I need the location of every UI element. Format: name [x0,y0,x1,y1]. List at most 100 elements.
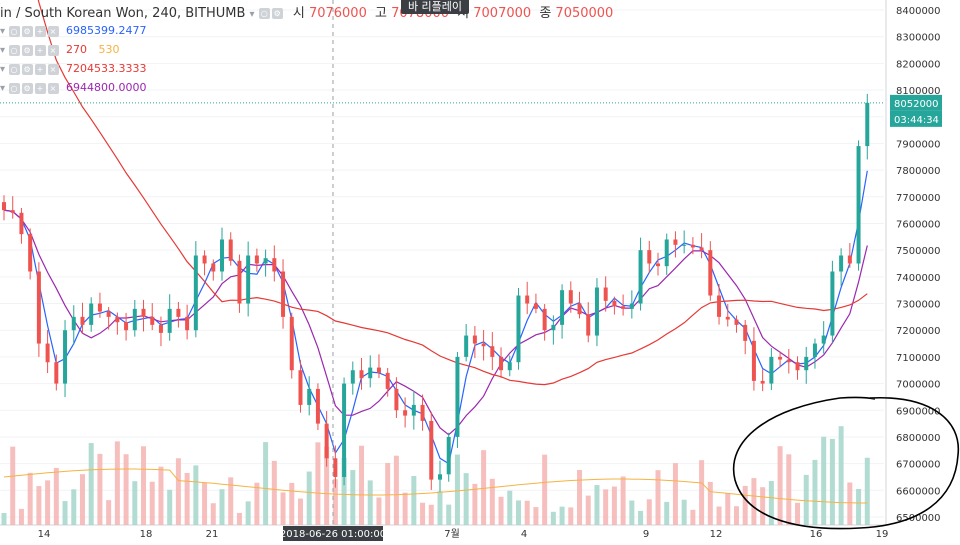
chevron-down-icon[interactable]: ▾ [0,26,6,37]
indicator-row-2[interactable]: ▾ ○ ⚙ + × 270 530 [0,43,120,59]
settings-icon[interactable]: ⚙ [21,25,33,37]
volume-bar [725,493,731,525]
volume-bar [245,501,251,525]
add-icon[interactable]: + [34,44,46,56]
volume-bar [114,441,120,525]
candle-body [246,255,251,304]
price-tick-label: 7900000 [896,139,941,150]
volume-bar [45,480,51,525]
volume-bar [18,508,24,525]
candle-body [769,356,774,384]
candle-body [324,423,329,459]
price-tick-label: 8400000 [896,6,941,17]
candle-body [664,239,669,267]
candle-body [176,308,181,317]
add-icon[interactable]: + [34,63,46,75]
close-icon[interactable]: × [47,44,59,56]
candle-body [708,250,713,296]
indicator-row-1[interactable]: ▾ ○ ⚙ + × 6985399.2477 [0,24,147,40]
time-tick-label: 14 [38,529,51,540]
last-price-label: 8052000 [894,99,939,110]
chevron-down-icon[interactable]: ▾ [249,9,255,20]
price-tick-label: 7600000 [896,219,941,230]
candle-body [281,271,286,317]
volume-bar [36,486,42,525]
price-tick-label: 7400000 [896,273,941,284]
candle-body [551,324,556,331]
candle-body [821,335,826,344]
settings-icon[interactable]: ⚙ [271,8,283,19]
candle-body [455,356,460,437]
volume-bar [786,454,792,525]
candle-body [516,295,521,363]
candle-body [638,250,643,304]
chevron-down-icon[interactable]: ▾ [0,83,6,94]
price-tick-label: 7100000 [896,353,941,364]
volume-bar [515,500,521,525]
candle-body [333,458,338,477]
symbol-title[interactable]: in / South Korean Won, 240, BITHUMB [0,6,246,21]
close-icon[interactable]: × [47,25,59,37]
price-tick-label: 7300000 [896,300,941,311]
indicator-row-4[interactable]: ▾ ○ ⚙ + × 6944800.0000 [0,81,147,97]
volume-bar [210,503,216,525]
open-label: 시 [292,6,305,21]
eye-icon[interactable]: ○ [8,63,20,75]
indicator-value: 6985399.2477 [66,24,147,37]
candle-body [36,271,41,344]
time-tick-label: 12 [710,529,723,540]
price-tick-label: 7500000 [896,246,941,257]
candle-body [350,370,355,384]
settings-icon[interactable]: ⚙ [21,82,33,94]
volume-bar [193,465,199,525]
eye-icon[interactable]: ○ [8,82,20,94]
volume-bar [341,457,347,525]
candle-body [786,359,791,363]
eye-icon[interactable]: ○ [8,44,20,56]
price-tick-label: 6700000 [896,460,941,471]
time-tick-label: 16 [810,529,823,540]
crosshair-time-label: 2018-06-26 01:00:00 [280,529,386,540]
indicator-row-3[interactable]: ▾ ○ ⚙ + × 7204533.3333 [0,62,147,78]
volume-bar [202,482,208,525]
volume-bar [550,511,556,525]
candle-body [342,383,347,477]
volume-bar [332,479,338,525]
chevron-down-icon[interactable]: ▾ [0,45,6,56]
candle-body [307,388,312,405]
close-icon[interactable]: × [47,82,59,94]
eye-icon[interactable]: ○ [258,8,270,19]
time-tick-label: 9 [643,529,649,540]
settings-icon[interactable]: ⚙ [21,44,33,56]
volume-bar [446,504,452,525]
time-tick-label: 4 [521,529,527,540]
candle-body [80,316,85,325]
candle-body [568,290,573,304]
eye-icon[interactable]: ○ [8,25,20,37]
chart-header: in / South Korean Won, 240, BITHUMB ▾ ○ ⚙… [0,2,613,24]
volume-bar [141,446,147,525]
candle-body [743,324,748,341]
volume-bar [795,502,801,525]
volume-bar [707,481,713,525]
indicator-value: 270 [66,43,88,56]
close-icon[interactable]: × [47,63,59,75]
bar-replay-tooltip: 바 리플레이 [401,0,469,14]
candle-body [839,255,844,272]
chevron-down-icon[interactable]: ▾ [0,64,6,75]
candle-body [577,303,582,315]
candle-body [446,436,451,475]
volume-bar [175,458,181,525]
settings-icon[interactable]: ⚙ [21,63,33,75]
candle-body [778,356,783,360]
volume-bar [420,502,426,525]
candle-body [89,303,94,325]
add-icon[interactable]: + [34,25,46,37]
candle-body [865,102,870,147]
volume-bar [411,475,417,525]
add-icon[interactable]: + [34,82,46,94]
candle-body [141,308,146,317]
volume-bar [402,492,408,525]
